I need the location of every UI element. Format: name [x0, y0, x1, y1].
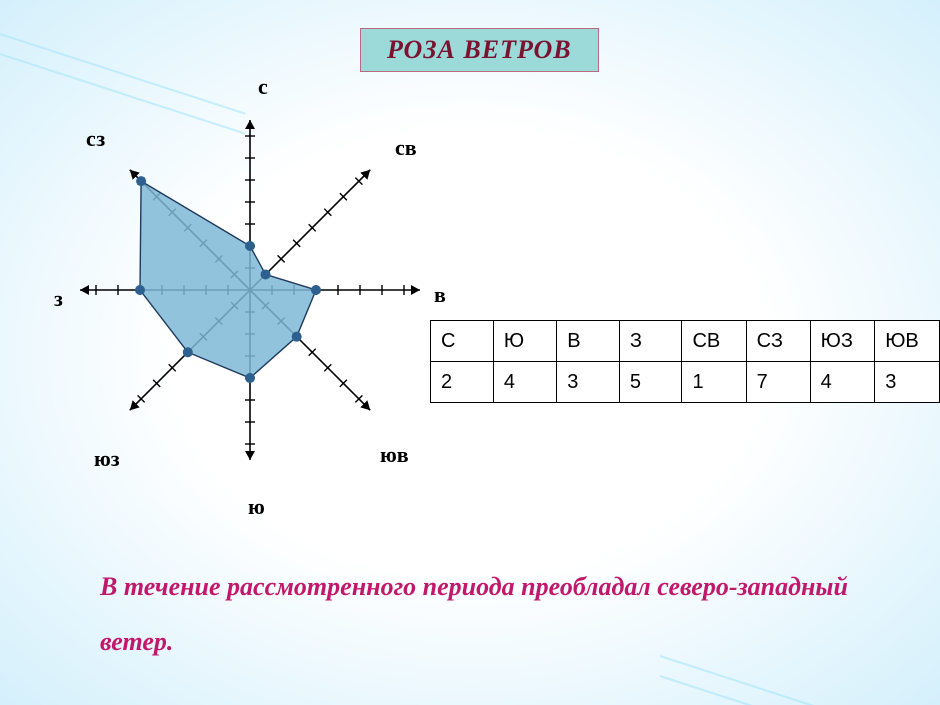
table-value-cell: 3: [557, 362, 620, 403]
table-value-cell: 5: [619, 362, 682, 403]
table-value-cell: 2: [431, 362, 494, 403]
axis-label-n: с: [258, 74, 268, 100]
axis-label-nw: сз: [86, 126, 105, 152]
axis-label-se: юв: [380, 442, 409, 468]
table-header-cell: В: [557, 321, 620, 362]
table-value-cell: 4: [810, 362, 875, 403]
conclusion-text: В течение рассмотренного периода преобла…: [100, 560, 850, 669]
axis-label-w: з: [54, 286, 63, 312]
table-value-cell: 3: [875, 362, 940, 403]
wind-data-table: С Ю В З СВ СЗ ЮЗ ЮВ 2 4 3 5 1 7 4 3: [430, 320, 940, 403]
table-header-cell: З: [619, 321, 682, 362]
table-value-cell: 7: [746, 362, 810, 403]
axis-label-sw: юз: [94, 446, 120, 472]
table-header-cell: ЮЗ: [810, 321, 875, 362]
axis-label-s: ю: [248, 494, 265, 520]
table-header-cell: Ю: [493, 321, 556, 362]
table-header-row: С Ю В З СВ СЗ ЮЗ ЮВ: [431, 321, 940, 362]
slide: РОЗА ВЕТРОВ с ю в з св сз юз юв С Ю В З …: [0, 0, 940, 705]
axis-label-ne: св: [395, 135, 417, 161]
table-header-cell: ЮВ: [875, 321, 940, 362]
table-header-cell: СЗ: [746, 321, 810, 362]
table-header-cell: СВ: [682, 321, 746, 362]
wind-rose-chart: с ю в з св сз юз юв: [30, 50, 470, 490]
table-value-row: 2 4 3 5 1 7 4 3: [431, 362, 940, 403]
table-header-cell: С: [431, 321, 494, 362]
table-value-cell: 4: [493, 362, 556, 403]
axis-label-e: в: [434, 282, 446, 308]
table-value-cell: 1: [682, 362, 746, 403]
